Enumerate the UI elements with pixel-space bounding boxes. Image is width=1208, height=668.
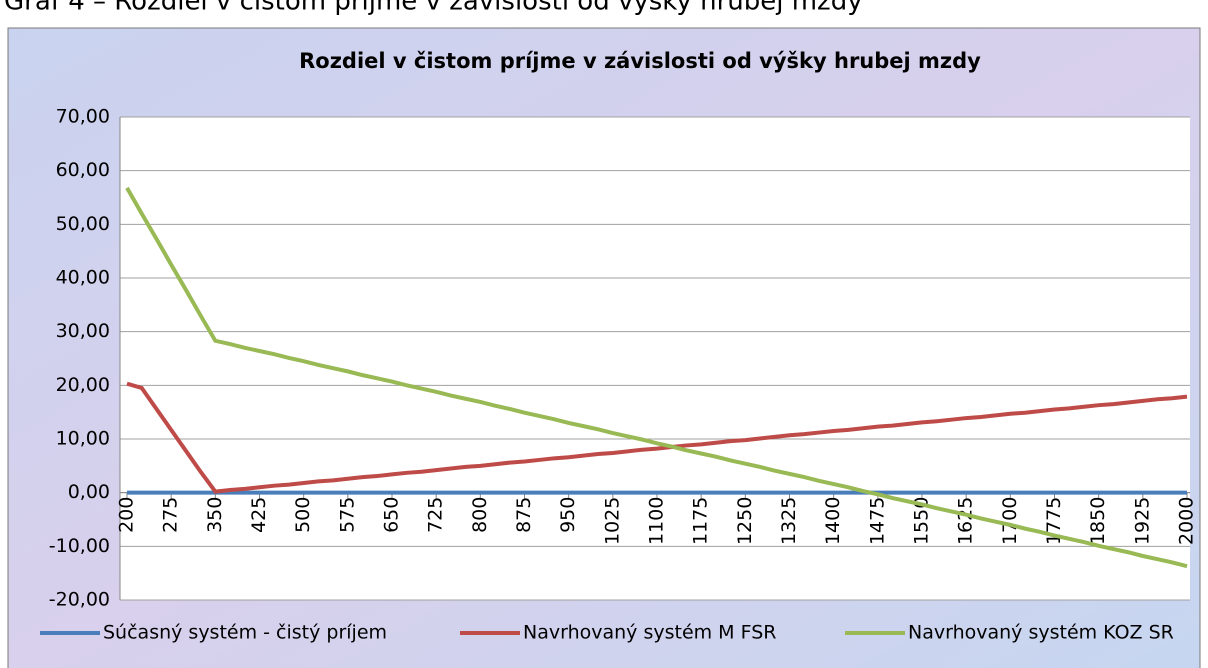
y-tick-label: 40,00 xyxy=(56,267,110,289)
x-tick-label: 575 xyxy=(336,497,358,533)
x-tick-label: 1925 xyxy=(1131,497,1153,545)
y-tick-label: -10,00 xyxy=(49,535,110,557)
x-tick-label: 1100 xyxy=(646,497,668,545)
x-tick-label: 1400 xyxy=(822,497,844,545)
chart-title: Rozdiel v čistom príjme v závislosti od … xyxy=(299,49,981,73)
x-tick-label: 1175 xyxy=(690,497,712,545)
legend-label: Navrhovaný systém KOZ SR xyxy=(908,622,1174,644)
y-tick-label: 30,00 xyxy=(56,320,110,342)
y-tick-label: 60,00 xyxy=(56,159,110,181)
y-tick-label: 0,00 xyxy=(68,481,110,503)
x-tick-label: 1025 xyxy=(601,497,623,545)
x-tick-label: 1475 xyxy=(866,497,888,545)
x-tick-label: 1325 xyxy=(778,497,800,545)
legend-label: Navrhovaný systém M FSR xyxy=(523,622,776,644)
x-tick-label: 275 xyxy=(160,497,182,533)
series-line xyxy=(125,186,1188,569)
x-tick-label: 1250 xyxy=(734,497,756,545)
x-tick-label: 1625 xyxy=(955,497,977,545)
x-tick-label: 725 xyxy=(425,497,447,533)
x-tick-label: 1850 xyxy=(1087,497,1109,545)
x-tick-label: 500 xyxy=(292,497,314,533)
x-tick-label: 875 xyxy=(513,497,535,533)
y-tick-label: 20,00 xyxy=(56,374,110,396)
y-tick-label: -20,00 xyxy=(49,589,110,611)
x-tick-label: 2000 xyxy=(1176,497,1198,545)
x-tick-label: 950 xyxy=(557,497,579,533)
x-tick-label: 800 xyxy=(469,497,491,533)
caption: Graf 4 – Rozdiel v čistom príjme v závis… xyxy=(4,0,863,17)
x-tick-label: 1700 xyxy=(999,497,1021,545)
series-line xyxy=(126,381,1188,494)
y-tick-label: 70,00 xyxy=(56,106,110,128)
x-tick-label: 350 xyxy=(204,497,226,533)
x-tick-label: 200 xyxy=(116,497,138,533)
x-tick-label: 425 xyxy=(248,497,270,533)
y-tick-label: 10,00 xyxy=(56,428,110,450)
y-tick-label: 50,00 xyxy=(56,213,110,235)
x-tick-label: 1550 xyxy=(911,497,933,545)
legend-label: Súčasný systém - čistý príjem xyxy=(103,622,387,644)
x-tick-label: 650 xyxy=(381,497,403,533)
